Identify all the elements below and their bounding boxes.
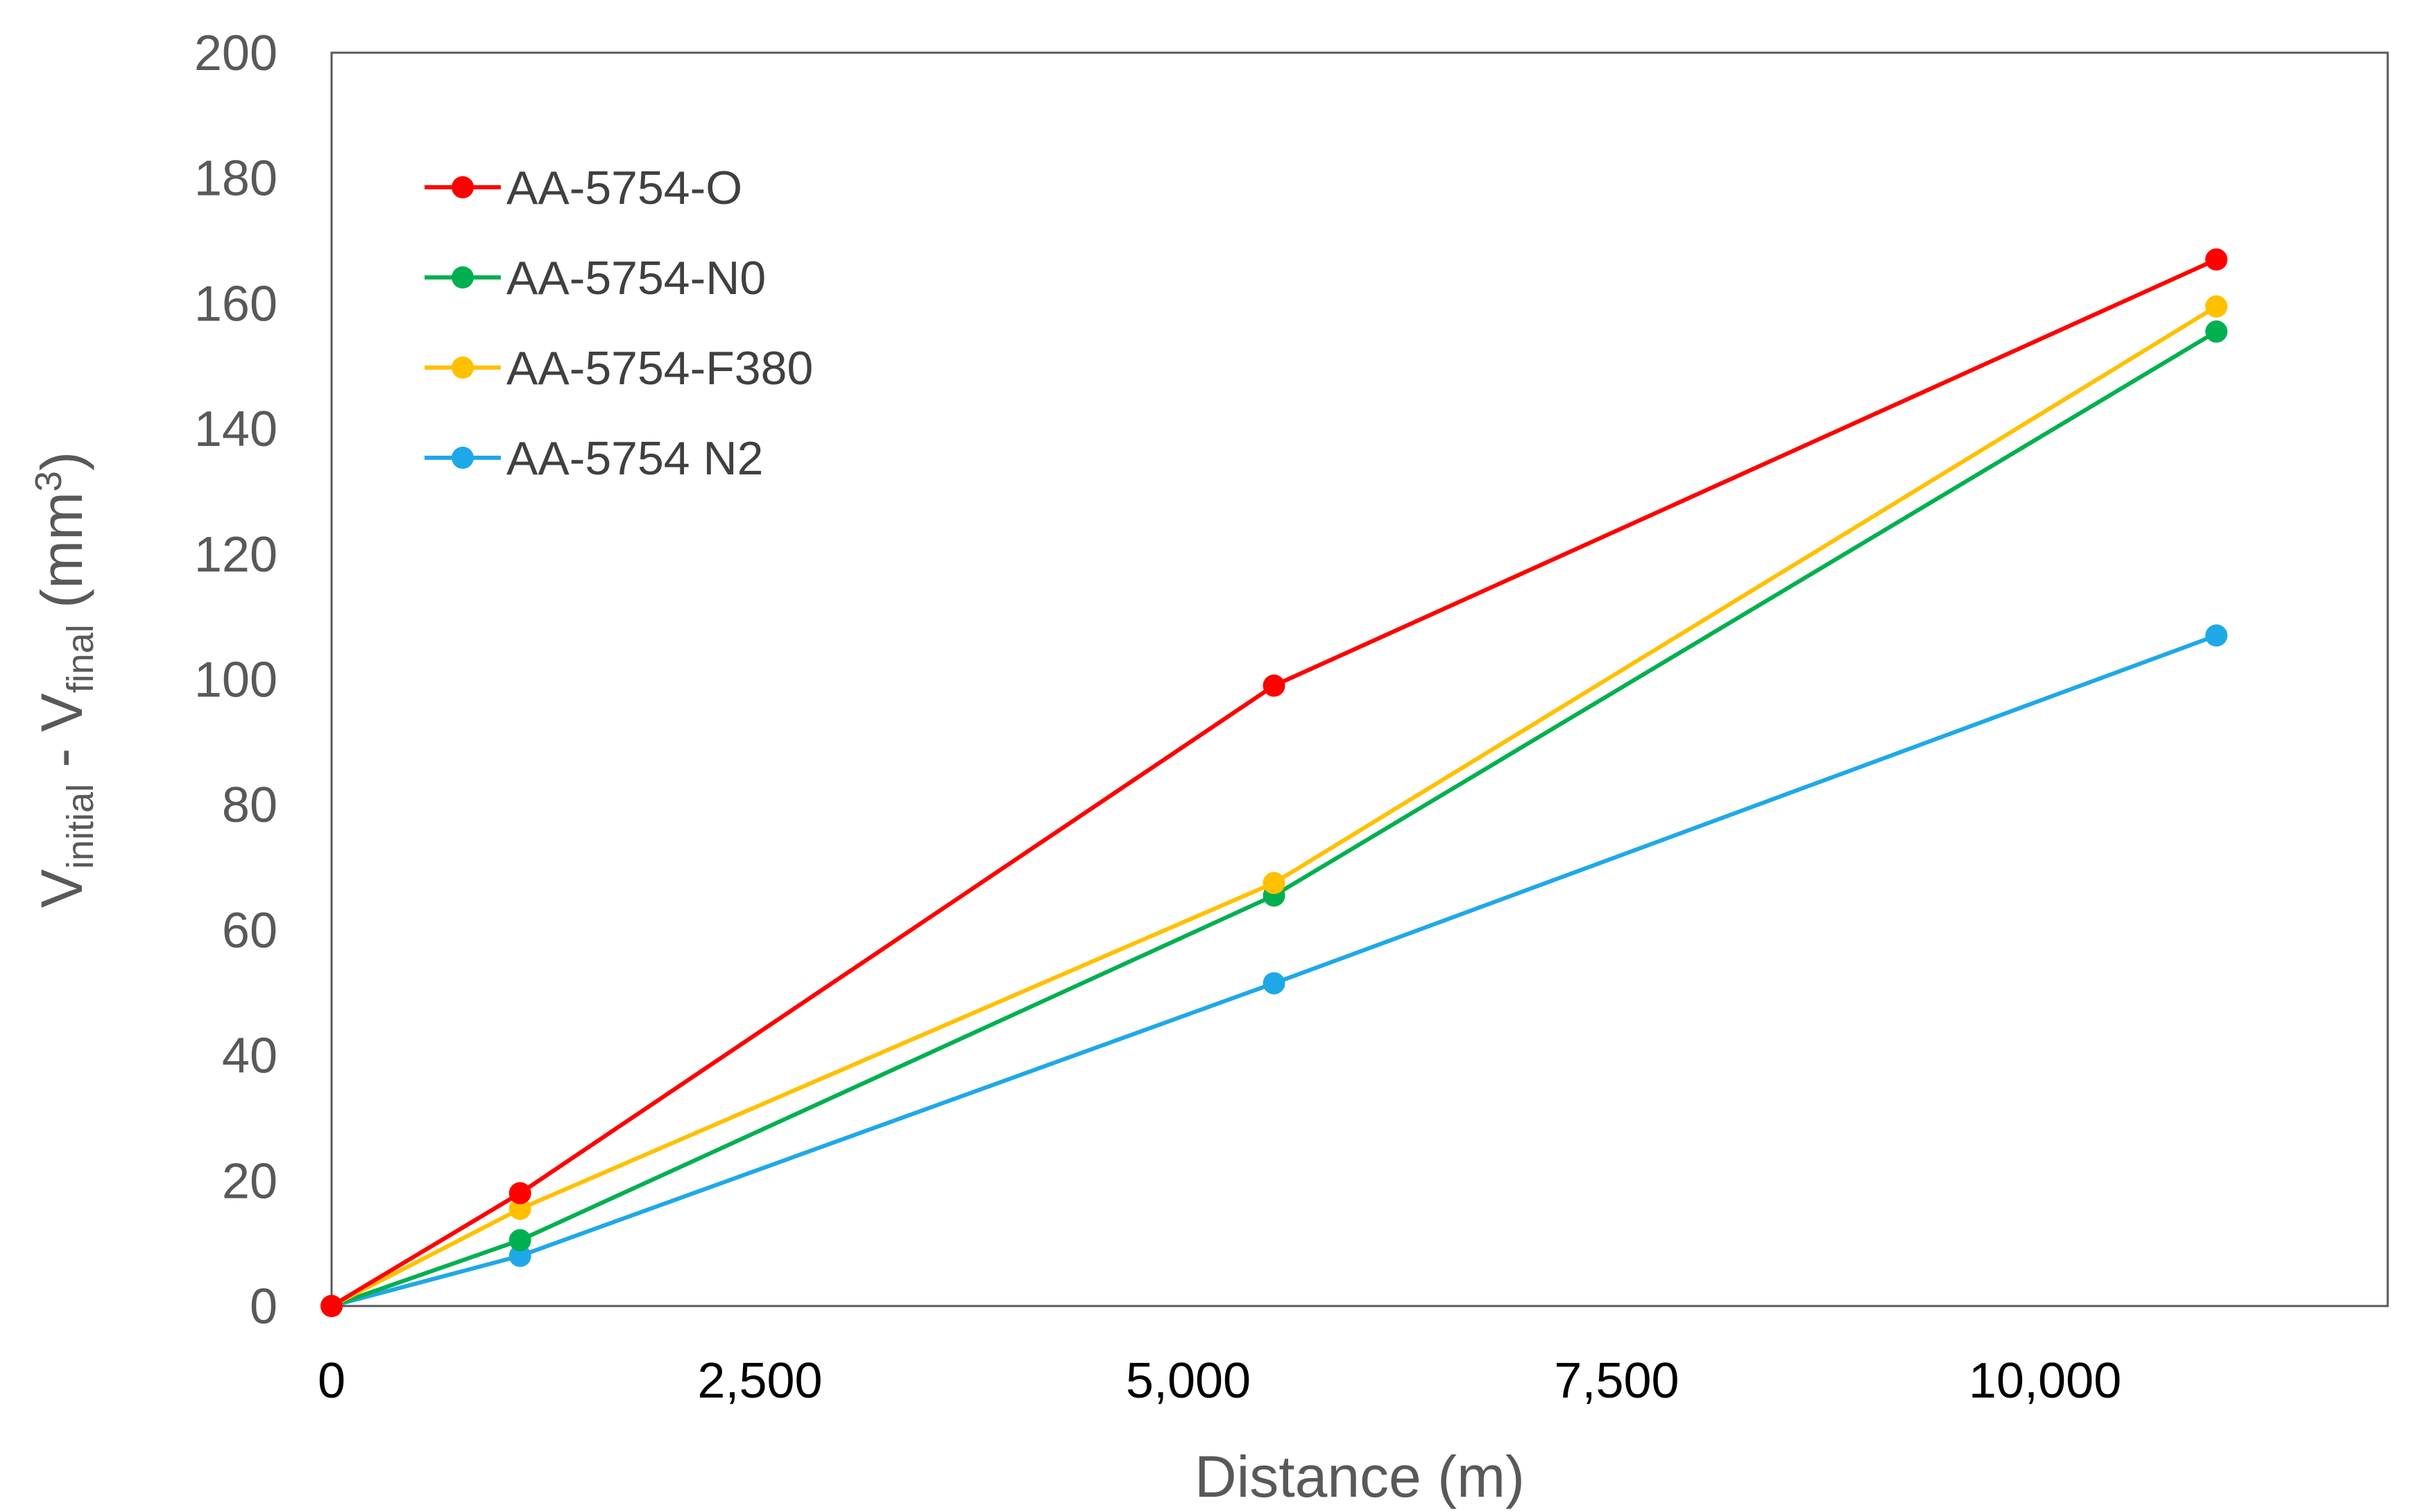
x-tick-label: 2,500: [697, 1353, 822, 1409]
y-axis-title-sup: 3: [28, 471, 69, 492]
legend-label: AA-5754 N2: [506, 432, 763, 485]
y-axis-ticks: 0 20 40 60 80 100 120 140 160 180 200: [194, 26, 277, 1334]
x-tick-label: 7,500: [1554, 1353, 1679, 1409]
data-point: [1263, 972, 1285, 995]
x-axis-ticks: 0 2,500 5,000 7,500 10,000: [318, 1353, 2121, 1409]
data-point: [508, 1244, 531, 1267]
y-tick-label: 120: [194, 527, 277, 583]
plot-area: [330, 51, 2389, 1307]
y-tick-label: 80: [222, 778, 277, 833]
data-point: [2205, 295, 2227, 318]
y-tick-label: 100: [194, 653, 277, 708]
series-line: [331, 329, 2218, 1308]
legend-marker: [452, 176, 474, 198]
series-points: [320, 248, 2227, 1317]
y-tick-label: 180: [194, 151, 277, 207]
y-tick-label: 60: [222, 903, 277, 959]
legend-marker: [452, 447, 474, 469]
y-axis-title-sub1: initial: [60, 784, 101, 869]
legend-label: AA-5754-N0: [506, 252, 766, 304]
legend: AA-5754-O AA-5754-N0 AA-5754-F380 AA-5754 N…: [425, 162, 813, 485]
data-point: [2205, 624, 2227, 647]
data-point: [1263, 674, 1285, 697]
y-tick-label: 0: [250, 1279, 277, 1334]
data-point: [508, 1182, 531, 1205]
data-point: [320, 1295, 343, 1317]
series-line: [330, 304, 2218, 1308]
data-point: [508, 1229, 531, 1252]
y-tick-label: 40: [222, 1029, 277, 1084]
data-point: [1263, 872, 1285, 895]
y-axis-title-unit-close: ): [29, 452, 94, 471]
y-tick-label: 20: [222, 1153, 277, 1209]
data-point: [508, 1197, 531, 1220]
y-axis-title: Vinitial - Vfinal (mm3): [28, 452, 101, 908]
x-axis-title: Distance (m): [1195, 1444, 1525, 1509]
y-tick-label: 140: [194, 402, 277, 457]
legend-marker: [452, 356, 474, 379]
legend-marker: [452, 266, 474, 289]
data-point: [2205, 320, 2227, 343]
series-lines: [330, 257, 2218, 1308]
y-axis-title-sub2: final: [60, 624, 101, 693]
x-tick-label: 5,000: [1126, 1353, 1251, 1409]
data-point: [2205, 248, 2227, 271]
y-axis-title-base: V: [29, 869, 94, 908]
legend-label: AA-5754-F380: [506, 342, 813, 395]
y-axis-title-unit-open: (mm: [29, 492, 94, 624]
legend-label: AA-5754-O: [506, 162, 742, 214]
series-line: [331, 633, 2218, 1308]
y-tick-label: 160: [194, 276, 277, 332]
x-tick-label: 0: [318, 1353, 345, 1409]
y-axis-title-mid: - V: [29, 693, 94, 784]
y-tick-label: 200: [194, 26, 277, 81]
series-line: [330, 257, 2218, 1308]
x-tick-label: 10,000: [1969, 1353, 2121, 1409]
